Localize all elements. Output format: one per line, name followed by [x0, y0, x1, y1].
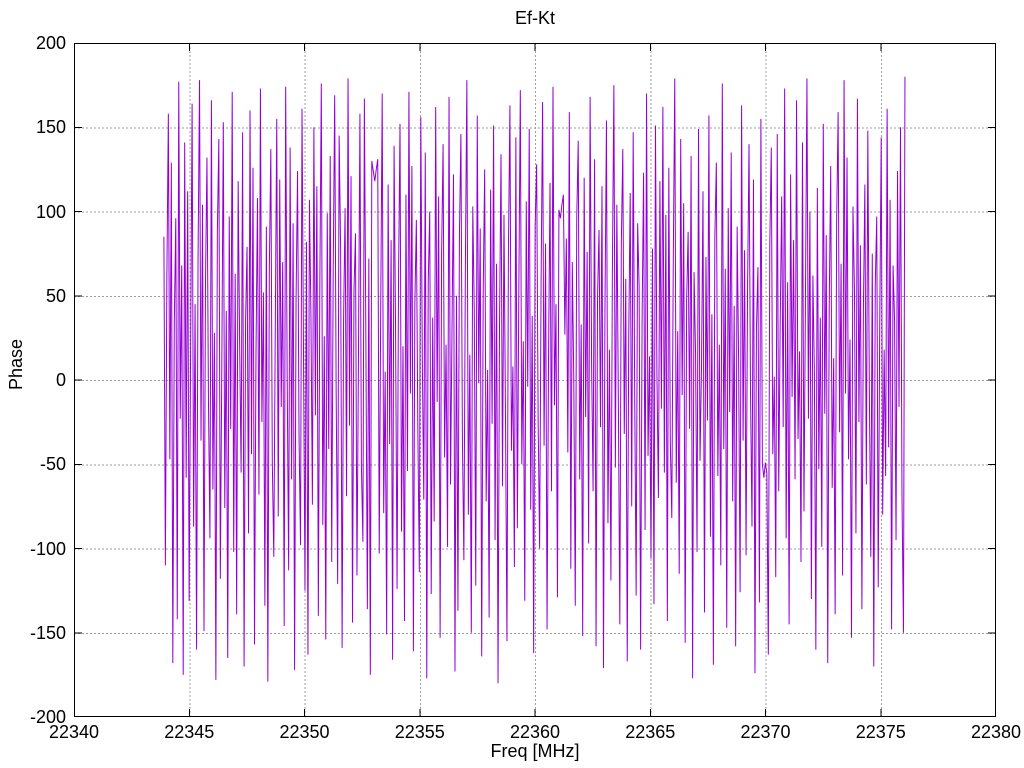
y-tick-label: 50 [45, 285, 66, 306]
y-tick-label: -150 [29, 622, 66, 643]
x-tick-label: 22360 [509, 722, 561, 742]
x-tick-label: 22355 [394, 722, 445, 742]
y-tick-label: -200 [29, 707, 66, 727]
y-tick-label: 150 [35, 117, 66, 138]
y-tick-label: -50 [39, 454, 66, 475]
chart-title: Ef-Kt [514, 8, 555, 28]
x-tick-label: 22350 [279, 722, 330, 742]
x-tick-label: 22380 [970, 722, 1022, 742]
x-tick-label: 22345 [164, 722, 215, 742]
plot-area [74, 43, 996, 717]
y-tick-label: -100 [29, 538, 66, 559]
x-axis-title: Freq [MHz] [490, 741, 580, 761]
x-tick-label: 22375 [855, 722, 906, 742]
y-tick-label: 100 [35, 201, 66, 222]
y-tick-label: 0 [55, 370, 66, 390]
x-tick-label: 22340 [48, 722, 100, 742]
x-tick-label: 22370 [740, 722, 791, 742]
y-tick-label: 200 [35, 33, 66, 53]
phase-trace [163, 76, 906, 684]
x-tick-label: 22365 [625, 722, 676, 742]
